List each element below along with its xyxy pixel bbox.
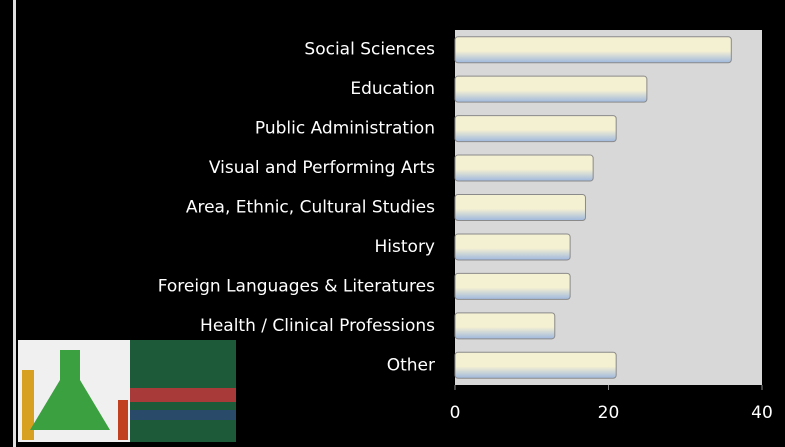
bar [454, 351, 617, 379]
y-tick-label: Visual and Performing Arts [209, 158, 435, 178]
y-tick-label: History [375, 237, 435, 257]
y-tick-label: Health / Clinical Professions [200, 316, 435, 336]
bar [454, 272, 571, 300]
bar [454, 312, 556, 340]
decorative-image [18, 340, 236, 442]
x-tick-label: 40 [751, 403, 773, 423]
bar [454, 194, 586, 221]
x-tick-label: 0 [450, 403, 461, 423]
y-tick-label: Other [387, 355, 435, 375]
bar [454, 154, 594, 182]
bar [454, 75, 648, 103]
y-tick-label: Social Sciences [304, 40, 435, 60]
y-tick-label: Public Administration [255, 119, 435, 139]
y-tick-label: Area, Ethnic, Cultural Studies [186, 198, 435, 218]
bar [454, 36, 732, 64]
bar [454, 233, 571, 261]
x-tick-label: 20 [598, 403, 620, 423]
y-tick-label: Education [350, 79, 435, 99]
frame-edge [13, 0, 16, 447]
bar [454, 115, 617, 143]
y-tick-label: Foreign Languages & Literatures [158, 276, 435, 296]
